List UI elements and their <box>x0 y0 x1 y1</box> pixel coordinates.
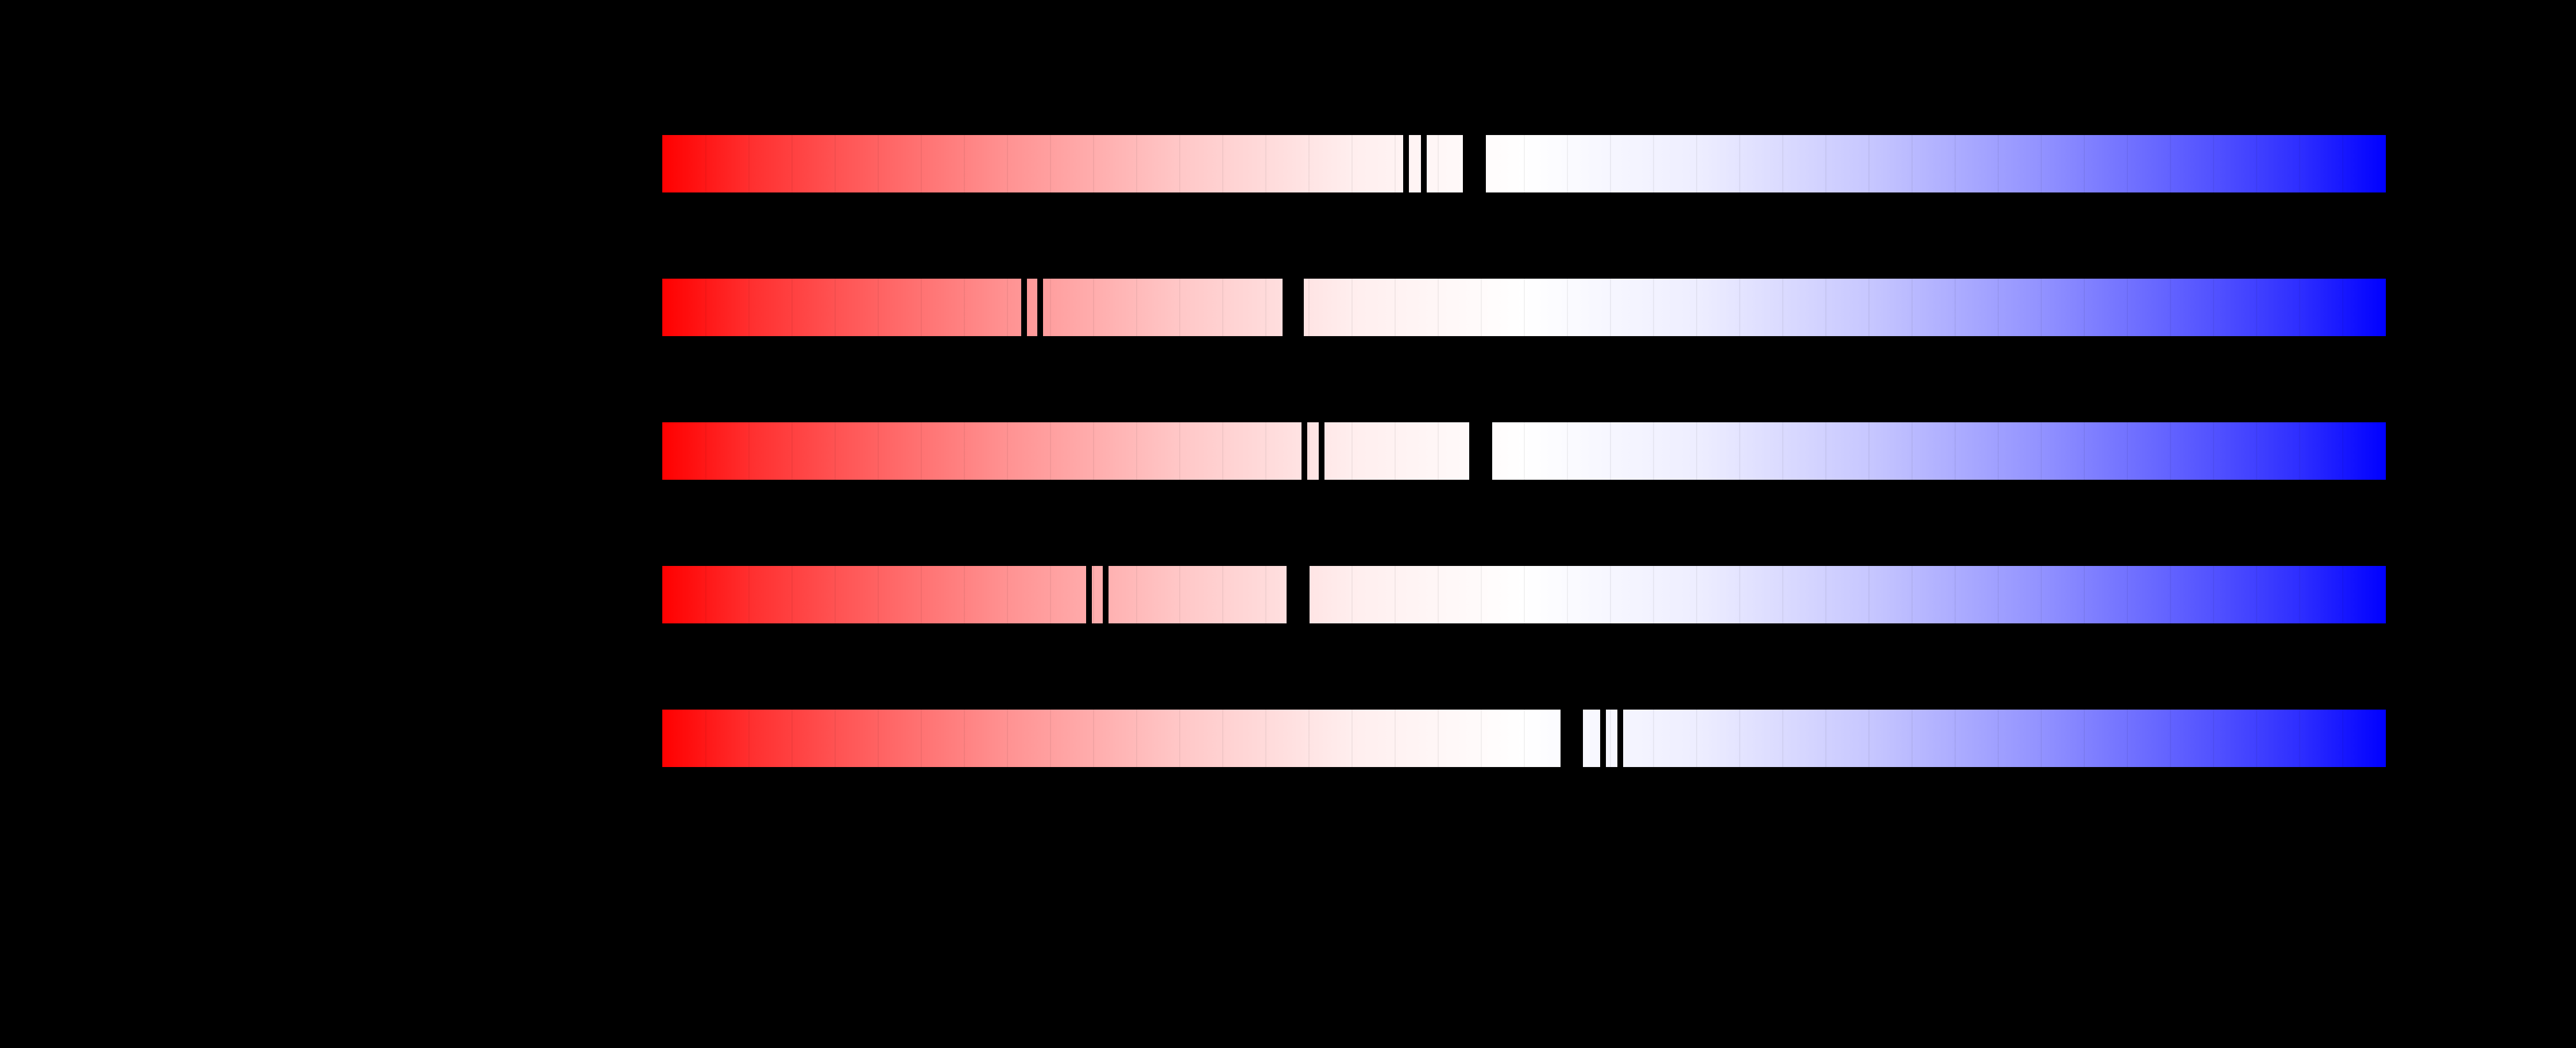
colormap-cell-banding <box>662 422 2386 480</box>
colormap-cell-banding <box>662 279 2386 336</box>
gradient-strip <box>662 709 2386 768</box>
gradient-strip <box>662 565 2386 624</box>
colormap-cell-banding <box>662 135 2386 192</box>
thick-marker <box>1463 134 1486 193</box>
thin-marker <box>1600 709 1606 768</box>
thin-marker <box>1021 278 1027 337</box>
thick-marker <box>1561 709 1583 768</box>
thin-marker <box>1301 422 1307 480</box>
thin-marker <box>1617 709 1623 768</box>
thick-marker <box>1469 422 1492 480</box>
thin-marker <box>1319 422 1324 480</box>
thick-marker <box>1283 278 1304 337</box>
thin-marker <box>1421 134 1427 193</box>
colormap-cell-banding <box>662 566 2386 623</box>
gradient-strip <box>662 134 2386 193</box>
thin-marker <box>1103 565 1109 624</box>
thick-marker <box>1287 565 1310 624</box>
thin-marker <box>1086 565 1092 624</box>
thin-marker <box>1037 278 1043 337</box>
colormap-cell-banding <box>662 710 2386 767</box>
gradient-strip <box>662 278 2386 337</box>
gradient-strip <box>662 422 2386 480</box>
thin-marker <box>1403 134 1409 193</box>
